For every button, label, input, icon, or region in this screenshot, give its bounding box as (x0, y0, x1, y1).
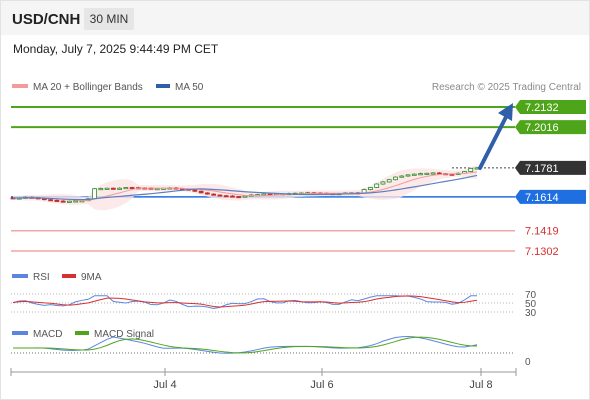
timestamp: Monday, July 7, 2025 9:44:49 PM CET (13, 42, 219, 56)
macd-signal-legend-swatch (75, 331, 89, 335)
timeframe-badge[interactable]: 30 MIN (84, 8, 134, 30)
candle (430, 172, 436, 175)
bollinger-bands (13, 165, 477, 211)
candle (468, 167, 474, 173)
price-tag-pivot (515, 189, 586, 204)
price-tag-resistance (515, 120, 586, 135)
candle (98, 187, 104, 191)
rsi-tick-label: 70 (525, 290, 537, 301)
rsi-tick-label: 50 (525, 299, 537, 310)
candle (393, 176, 398, 181)
candle (67, 200, 72, 203)
candle (92, 188, 97, 200)
candle (386, 179, 392, 183)
level-value-support: 7.1419 (525, 226, 559, 238)
candle (411, 173, 417, 176)
candle (424, 172, 430, 175)
macd-legend-swatch (12, 331, 28, 335)
x-tick-label: Jul 6 (310, 379, 333, 391)
macd-panel: 0 (11, 335, 531, 368)
ma20-legend-swatch (12, 84, 28, 88)
candle (60, 200, 66, 203)
candle (211, 193, 217, 196)
rsi-legend-label: RSI (33, 272, 50, 283)
macd-signal-legend-label: MACD Signal (94, 329, 154, 340)
candle (129, 186, 135, 190)
candle (117, 187, 122, 190)
candle (405, 174, 411, 177)
candle (198, 190, 204, 194)
candle (368, 186, 373, 191)
ma20-line (12, 171, 478, 201)
credit-text: Research © 2025 Trading Central (432, 82, 581, 93)
level-value-support: 7.1302 (525, 246, 559, 258)
symbol-title: USD/CNH (12, 11, 81, 28)
candle (104, 187, 110, 190)
price-tag-last (515, 160, 586, 175)
moving-averages (12, 171, 478, 201)
candle (380, 181, 386, 185)
candle (204, 192, 210, 195)
candle (230, 195, 235, 198)
level-value-pivot: 7.1614 (525, 192, 559, 204)
macd-line (13, 335, 478, 354)
ma50-legend-swatch (156, 84, 170, 88)
candle (223, 194, 229, 198)
bollinger-band-area (13, 165, 477, 211)
rsi-line (12, 295, 477, 309)
candle (110, 187, 116, 190)
price-tag-resistance (515, 100, 586, 114)
ma50-line (12, 174, 478, 201)
candle (236, 196, 242, 199)
x-tick-label: Jul 4 (153, 379, 176, 391)
macd-signal-line (13, 336, 478, 354)
rsi-legend-swatch (12, 274, 28, 278)
candle (399, 175, 405, 178)
candle (48, 199, 54, 202)
levels-group: 7.2132 7.2016 7.1781 7.1614 7.1419 7.1302 (11, 100, 586, 258)
candle (217, 194, 223, 197)
macd-legend-label: MACD (33, 329, 62, 340)
header-bar: USD/CNH 30 MIN (1, 1, 589, 35)
x-tick-label: Jul 8 (469, 379, 492, 391)
level-value-last: 7.1781 (525, 163, 559, 175)
candle (54, 199, 60, 202)
candle (374, 183, 380, 189)
rsi-tick-label: 30 (525, 308, 537, 319)
macd-tick-label: 0 (525, 357, 531, 368)
x-axis: Jul 4 Jul 6 Jul 8 (10, 368, 517, 391)
candle (418, 172, 423, 176)
candle (123, 186, 129, 190)
level-value-resistance: 7.2016 (525, 122, 559, 134)
level-value-resistance: 7.2132 (525, 102, 559, 114)
rsi-ma-line (12, 295, 478, 308)
forecast-arrow (478, 103, 513, 170)
ma9-legend-swatch (62, 274, 76, 278)
ma9-legend-label: 9MA (81, 272, 102, 283)
ma50-legend-label: MA 50 (175, 82, 204, 93)
ma20-legend-label: MA 20 + Bollinger Bands (33, 82, 143, 93)
